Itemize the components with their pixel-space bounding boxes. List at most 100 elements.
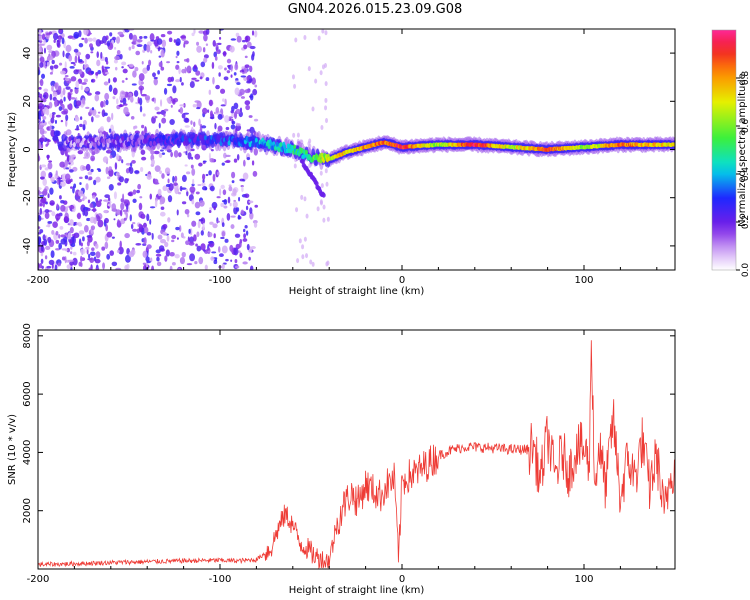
noise-speckle [44, 167, 49, 171]
noise-speckle [97, 69, 102, 75]
noise-speckle [73, 63, 76, 67]
noise-speckle [246, 41, 252, 48]
noise-speckle [198, 256, 204, 265]
noise-speckle [186, 190, 189, 197]
noise-speckle [200, 243, 206, 251]
noise-speckle [79, 123, 83, 128]
noise-speckle [196, 245, 202, 252]
ridge-core [68, 136, 72, 142]
noise-speckle [204, 264, 208, 270]
top-x-tick-label: -100 [209, 275, 232, 286]
noise-speckle [38, 97, 42, 104]
noise-speckle [106, 40, 111, 47]
noise-speckle [102, 156, 109, 163]
noise-speckle [161, 117, 167, 124]
noise-speckle [163, 108, 169, 112]
ridge-core [149, 140, 153, 147]
noise-speckle [85, 53, 91, 60]
noise-speckle [94, 114, 100, 118]
colorbar [712, 30, 736, 270]
noise-speckle [55, 239, 60, 244]
noise-speckle [42, 104, 45, 110]
noise-speckle [212, 40, 216, 47]
noise-speckle [248, 200, 254, 204]
noise-speckle [43, 238, 48, 246]
noise-speckle [241, 186, 244, 193]
noise-speckle [51, 111, 56, 115]
noise-speckle [301, 244, 305, 250]
noise-speckle [162, 223, 168, 229]
noise-speckle [65, 44, 72, 53]
noise-speckle [153, 150, 160, 155]
noise-speckle [326, 260, 330, 266]
noise-speckle [166, 61, 171, 64]
noise-speckle [249, 211, 254, 220]
noise-speckle [215, 84, 220, 90]
noise-speckle [213, 51, 218, 58]
noise-speckle [51, 229, 55, 235]
noise-speckle [142, 67, 148, 74]
noise-speckle [107, 203, 112, 207]
top-x-tick-label: -200 [27, 275, 50, 286]
noise-speckle [90, 225, 96, 231]
noise-speckle [76, 222, 79, 226]
noise-speckle [234, 63, 239, 71]
noise-speckle [91, 195, 96, 199]
noise-speckle [224, 98, 227, 106]
noise-speckle [78, 176, 83, 180]
noise-speckle [203, 57, 208, 63]
noise-speckle [143, 35, 148, 39]
noise-speckle [153, 76, 158, 80]
noise-speckle [249, 45, 256, 50]
noise-speckle [132, 228, 138, 232]
noise-speckle [85, 163, 91, 171]
noise-speckle [151, 232, 154, 240]
noise-speckle [100, 51, 103, 59]
noise-speckle [253, 147, 259, 156]
top-y-tick-label: 40 [22, 47, 33, 60]
noise-speckle [243, 159, 246, 167]
noise-speckle [79, 116, 83, 121]
noise-speckle [44, 209, 50, 214]
noise-speckle [195, 70, 201, 76]
noise-speckle [38, 66, 41, 71]
noise-speckle [230, 74, 233, 78]
noise-speckle [47, 162, 53, 170]
noise-speckle [191, 183, 195, 187]
noise-speckle [39, 202, 43, 207]
noise-speckle [42, 119, 45, 123]
noise-speckle [40, 244, 44, 252]
noise-speckle [316, 206, 320, 212]
noise-speckle [160, 66, 165, 71]
noise-speckle [131, 45, 135, 50]
noise-speckle [136, 189, 141, 194]
noise-speckle [197, 220, 201, 229]
noise-speckle [170, 104, 173, 108]
noise-speckle [196, 45, 202, 53]
noise-speckle [38, 43, 41, 47]
noise-speckle [78, 190, 84, 197]
noise-speckle [57, 262, 61, 267]
noise-speckle [163, 87, 168, 95]
noise-speckle [146, 260, 151, 264]
noise-speckle [222, 98, 225, 102]
noise-speckle [209, 158, 215, 163]
noise-speckle [226, 58, 232, 64]
ridge-core [293, 144, 297, 150]
noise-speckle [157, 188, 162, 197]
noise-speckle [214, 258, 218, 262]
noise-speckle [138, 223, 142, 228]
noise-speckle [175, 64, 180, 70]
noise-speckle [80, 242, 83, 247]
noise-speckle [44, 212, 50, 219]
noise-speckle [112, 36, 116, 41]
colorbar-tick-label: 0.8 [741, 71, 750, 86]
noise-speckle [97, 168, 102, 172]
noise-speckle [234, 233, 241, 238]
noise-speckle [212, 173, 216, 182]
noise-speckle [60, 234, 66, 238]
noise-speckle [240, 96, 245, 99]
noise-speckle [90, 168, 94, 173]
noise-speckle [55, 170, 58, 176]
ridge-core [227, 140, 231, 146]
